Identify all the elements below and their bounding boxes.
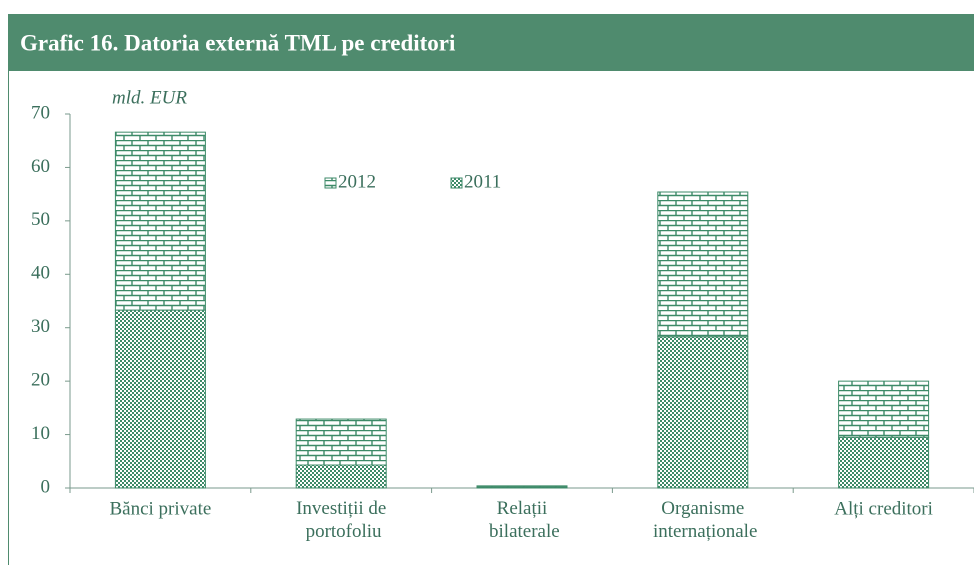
bar-segment <box>114 309 206 489</box>
bar-segment <box>838 436 930 489</box>
bar-segment <box>657 336 749 489</box>
x-tick-label: Relații bilaterale <box>484 498 559 542</box>
y-tick-label: 50 <box>31 209 50 230</box>
x-tick-label: Investiții de portofoliu <box>296 498 386 542</box>
y-tick-label: 20 <box>31 370 50 391</box>
y-tick-label: 70 <box>31 102 50 123</box>
bar-segment <box>114 131 206 311</box>
y-tick-label: 30 <box>31 316 50 337</box>
x-tick-label: Alți creditori <box>834 498 933 519</box>
bar-segment <box>838 380 930 438</box>
chart-title: Grafic 16. Datoria externă TML pe credit… <box>20 30 456 55</box>
y-axis-unit: mld. EUR <box>112 87 187 108</box>
legend-swatch <box>324 177 337 189</box>
legend: 2012 2011 <box>324 171 501 192</box>
y-tick-label: 40 <box>31 263 50 284</box>
y-tick-label: 60 <box>31 156 50 177</box>
legend-label: 2011 <box>464 171 501 192</box>
bar-segment <box>295 464 387 489</box>
x-tick-label: Organisme internaționale <box>648 498 757 542</box>
y-tick-label: 10 <box>31 423 50 444</box>
bar-segment <box>476 485 568 488</box>
x-tick-label: Bănci private <box>109 498 211 519</box>
header-band <box>8 14 974 71</box>
bar-segment <box>295 418 387 466</box>
y-tick-label: 0 <box>41 476 51 497</box>
legend-label: 2012 <box>338 171 376 192</box>
legend-swatch <box>450 177 463 189</box>
bar-segment <box>657 191 749 338</box>
